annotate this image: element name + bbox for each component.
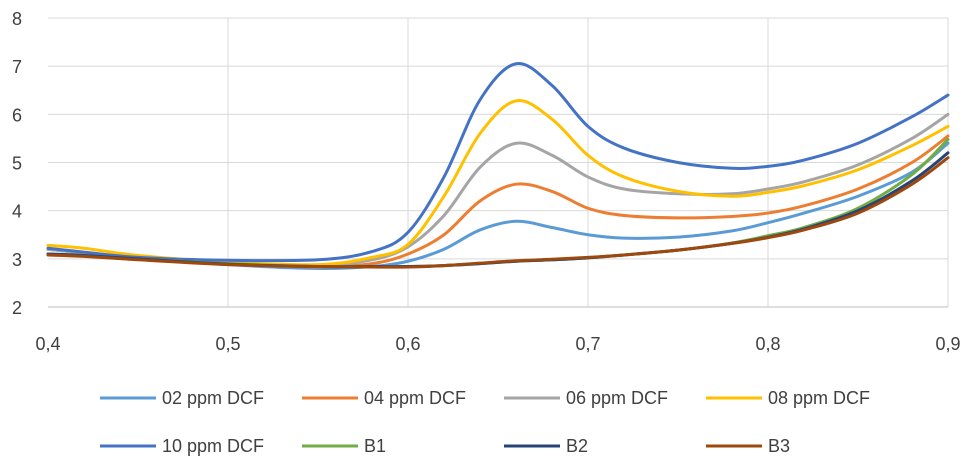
y-tick-label: 6	[12, 105, 22, 125]
y-tick-label: 4	[12, 202, 22, 222]
series-lines	[46, 62, 950, 271]
x-tick-label: 0,5	[215, 334, 240, 354]
x-tick-label: 0,4	[35, 334, 60, 354]
gridlines	[48, 17, 949, 307]
x-tick-label: 0,8	[755, 334, 780, 354]
legend-label: 10 ppm DCF	[162, 436, 264, 456]
legend-label: 02 ppm DCF	[162, 388, 264, 408]
legend-label: B1	[364, 436, 386, 456]
series-line-10-ppm-dcf	[46, 62, 950, 263]
tick-labels: 2 3 4 5 6 7 8 0,4 0,5 0,6 0,7 0,8 0,9	[12, 9, 961, 354]
y-tick-label: 7	[12, 57, 22, 77]
legend-label: 08 ppm DCF	[768, 388, 870, 408]
legend: 02 ppm DCF 04 ppm DCF 06 ppm DCF 08 ppm DCF…	[100, 388, 870, 456]
series-line-04-ppm-dcf	[46, 134, 950, 269]
series-line-08-ppm-dcf	[46, 99, 950, 267]
x-tick-label: 0,6	[395, 334, 420, 354]
y-tick-label: 8	[12, 9, 22, 29]
legend-label: B2	[566, 436, 588, 456]
series-line-b3	[46, 156, 950, 269]
y-tick-label: 3	[12, 250, 22, 270]
legend-label: 04 ppm DCF	[364, 388, 466, 408]
y-tick-label: 2	[12, 298, 22, 318]
legend-label: 06 ppm DCF	[566, 388, 668, 408]
legend-label: B3	[768, 436, 790, 456]
x-tick-label: 0,9	[935, 334, 960, 354]
x-tick-label: 0,7	[575, 334, 600, 354]
y-tick-label: 5	[12, 154, 22, 174]
